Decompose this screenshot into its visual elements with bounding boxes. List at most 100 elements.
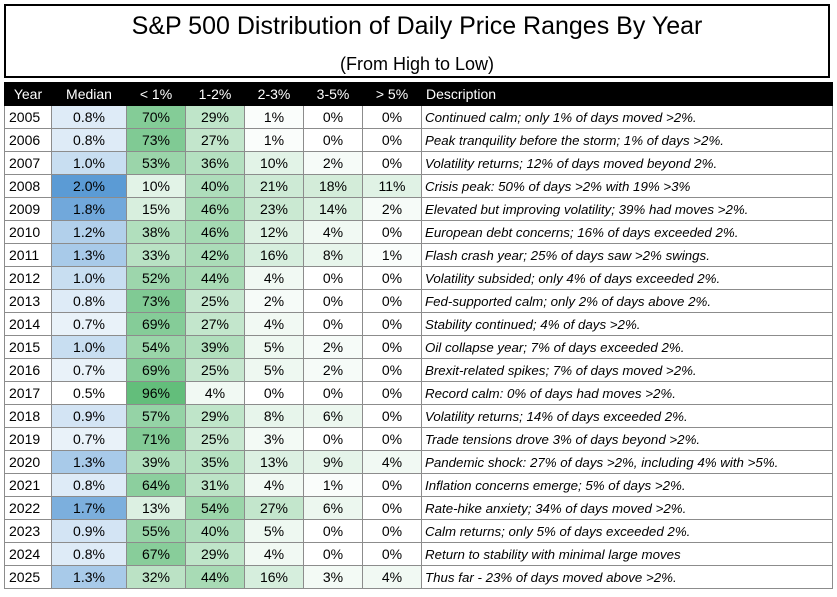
- cell-gt5: 0%: [362, 220, 422, 244]
- cell-median: 0.9%: [51, 404, 127, 428]
- cell-3-5: 0%: [303, 128, 363, 152]
- cell-median: 0.7%: [51, 312, 127, 336]
- cell-2-3: 0%: [244, 381, 304, 405]
- cell-gt5: 0%: [362, 381, 422, 405]
- cell-lt1: 53%: [126, 151, 186, 175]
- header-3-5: 3-5%: [303, 82, 363, 106]
- cell-2-3: 2%: [244, 289, 304, 313]
- cell-gt5: 4%: [362, 565, 422, 589]
- cell-gt5: 0%: [362, 519, 422, 543]
- cell-year: 2023: [4, 519, 52, 543]
- cell-description: Return to stability with minimal large m…: [421, 542, 833, 566]
- cell-2-3: 4%: [244, 473, 304, 497]
- cell-3-5: 14%: [303, 197, 363, 221]
- cell-gt5: 4%: [362, 450, 422, 474]
- cell-3-5: 0%: [303, 519, 363, 543]
- cell-2-3: 10%: [244, 151, 304, 175]
- table-row: 2019 0.7% 71% 25% 3% 0% 0% Trade tensions drove…: [4, 427, 833, 451]
- cell-description: Thus far - 23% of days moved above >2%.: [421, 565, 833, 589]
- cell-year: 2011: [4, 243, 52, 267]
- header-1-2: 1-2%: [185, 82, 245, 106]
- cell-description: Pandemic shock: 27% of days >2%, includi…: [421, 450, 833, 474]
- cell-year: 2021: [4, 473, 52, 497]
- cell-1-2: 25%: [185, 289, 245, 313]
- cell-1-2: 25%: [185, 358, 245, 382]
- table-row: 2006 0.8% 73% 27% 1% 0% 0% Peak tranquility bef…: [4, 128, 833, 152]
- cell-description: Trade tensions drove 3% of days beyond >…: [421, 427, 833, 451]
- cell-gt5: 11%: [362, 174, 422, 198]
- cell-1-2: 29%: [185, 404, 245, 428]
- cell-median: 0.5%: [51, 381, 127, 405]
- cell-lt1: 55%: [126, 519, 186, 543]
- cell-2-3: 1%: [244, 128, 304, 152]
- cell-description: Flash crash year; 25% of days saw >2% sw…: [421, 243, 833, 267]
- cell-gt5: 0%: [362, 105, 422, 129]
- cell-gt5: 0%: [362, 404, 422, 428]
- cell-3-5: 0%: [303, 427, 363, 451]
- cell-3-5: 0%: [303, 542, 363, 566]
- cell-year: 2024: [4, 542, 52, 566]
- cell-3-5: 8%: [303, 243, 363, 267]
- table-body: 2005 0.8% 70% 29% 1% 0% 0% Continued calm; only…: [4, 105, 833, 589]
- cell-year: 2016: [4, 358, 52, 382]
- table-row: 2008 2.0% 10% 40% 21% 18% 11% Crisis peak: 50% …: [4, 174, 833, 198]
- cell-description: Peak tranquility before the storm; 1% of…: [421, 128, 833, 152]
- cell-1-2: 44%: [185, 565, 245, 589]
- cell-3-5: 9%: [303, 450, 363, 474]
- cell-3-5: 0%: [303, 381, 363, 405]
- cell-median: 0.8%: [51, 473, 127, 497]
- table-row: 2013 0.8% 73% 25% 2% 0% 0% Fed-supported calm; …: [4, 289, 833, 313]
- cell-2-3: 4%: [244, 542, 304, 566]
- cell-lt1: 71%: [126, 427, 186, 451]
- cell-2-3: 3%: [244, 427, 304, 451]
- cell-lt1: 73%: [126, 128, 186, 152]
- cell-2-3: 5%: [244, 358, 304, 382]
- table-row: 2014 0.7% 69% 27% 4% 0% 0% Stability continued;…: [4, 312, 833, 336]
- cell-year: 2008: [4, 174, 52, 198]
- cell-description: European debt concerns; 16% of days exce…: [421, 220, 833, 244]
- cell-gt5: 0%: [362, 266, 422, 290]
- cell-3-5: 2%: [303, 335, 363, 359]
- table-row: 2025 1.3% 32% 44% 16% 3% 4% Thus far - 23% of d…: [4, 565, 833, 589]
- cell-3-5: 4%: [303, 220, 363, 244]
- cell-median: 1.3%: [51, 450, 127, 474]
- cell-year: 2025: [4, 565, 52, 589]
- cell-year: 2015: [4, 335, 52, 359]
- cell-1-2: 40%: [185, 519, 245, 543]
- cell-lt1: 64%: [126, 473, 186, 497]
- cell-median: 0.7%: [51, 358, 127, 382]
- cell-3-5: 2%: [303, 358, 363, 382]
- cell-1-2: 44%: [185, 266, 245, 290]
- cell-year: 2020: [4, 450, 52, 474]
- cell-description: Volatility returns; 14% of days exceeded…: [421, 404, 833, 428]
- cell-median: 1.2%: [51, 220, 127, 244]
- cell-year: 2014: [4, 312, 52, 336]
- title-box: S&P 500 Distribution of Daily Price Rang…: [4, 4, 830, 78]
- cell-3-5: 0%: [303, 289, 363, 313]
- cell-1-2: 54%: [185, 496, 245, 520]
- cell-1-2: 27%: [185, 312, 245, 336]
- cell-lt1: 70%: [126, 105, 186, 129]
- table-row: 2021 0.8% 64% 31% 4% 1% 0% Inflation concerns e…: [4, 473, 833, 497]
- cell-year: 2006: [4, 128, 52, 152]
- cell-year: 2010: [4, 220, 52, 244]
- cell-median: 1.0%: [51, 266, 127, 290]
- cell-year: 2009: [4, 197, 52, 221]
- cell-lt1: 15%: [126, 197, 186, 221]
- cell-description: Elevated but improving volatility; 39% h…: [421, 197, 833, 221]
- table-row: 2015 1.0% 54% 39% 5% 2% 0% Oil collapse year; 7…: [4, 335, 833, 359]
- cell-3-5: 6%: [303, 496, 363, 520]
- cell-2-3: 27%: [244, 496, 304, 520]
- cell-description: Volatility subsided; only 4% of days exc…: [421, 266, 833, 290]
- cell-lt1: 69%: [126, 358, 186, 382]
- table-row: 2007 1.0% 53% 36% 10% 2% 0% Volatility returns;…: [4, 151, 833, 175]
- cell-lt1: 54%: [126, 335, 186, 359]
- cell-description: Volatility returns; 12% of days moved be…: [421, 151, 833, 175]
- cell-2-3: 16%: [244, 565, 304, 589]
- cell-median: 0.8%: [51, 542, 127, 566]
- cell-2-3: 4%: [244, 312, 304, 336]
- cell-1-2: 29%: [185, 542, 245, 566]
- cell-lt1: 57%: [126, 404, 186, 428]
- header-2-3: 2-3%: [244, 82, 304, 106]
